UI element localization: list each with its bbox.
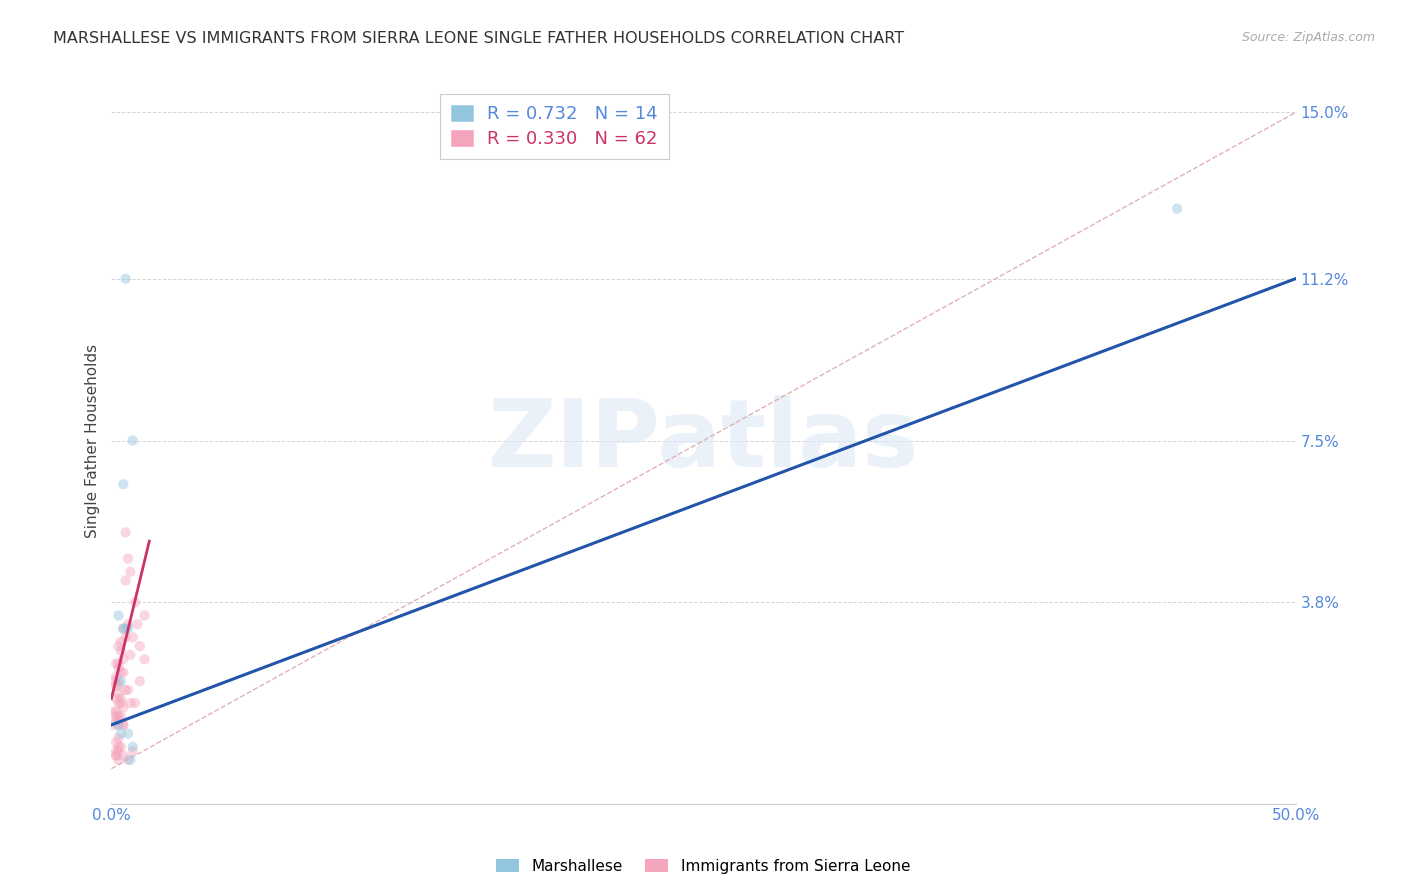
Point (117, 551, 139, 566)
Point (120, 648, 142, 662)
Point (105, 679, 128, 693)
Point (105, 670, 128, 684)
Point (134, 608, 156, 623)
Point (117, 682, 139, 697)
Point (105, 735, 128, 749)
Point (121, 739, 143, 754)
Point (112, 718, 135, 732)
Point (114, 682, 136, 697)
Point (127, 617, 149, 632)
Point (103, 705, 125, 719)
Point (128, 639, 150, 653)
Point (112, 622, 135, 636)
Y-axis label: Single Father Households: Single Father Households (86, 343, 100, 538)
Point (107, 608, 129, 623)
Text: MARSHALLESE VS IMMIGRANTS FROM SIERRA LEONE SINGLE FATHER HOUSEHOLDS CORRELATION: MARSHALLESE VS IMMIGRANTS FROM SIERRA LE… (53, 31, 904, 46)
Point (107, 696, 129, 710)
Point (107, 744, 129, 758)
Point (107, 661, 129, 675)
Point (110, 739, 132, 754)
Point (103, 718, 125, 732)
Point (120, 753, 142, 767)
Point (121, 434, 143, 448)
Point (105, 748, 128, 763)
Point (107, 657, 129, 671)
Point (105, 709, 128, 723)
Point (134, 652, 156, 666)
Point (107, 731, 129, 745)
Point (110, 709, 132, 723)
Point (112, 477, 135, 491)
Point (107, 714, 129, 728)
Point (107, 718, 129, 732)
Legend: R = 0.732   N = 14, R = 0.330   N = 62: R = 0.732 N = 14, R = 0.330 N = 62 (440, 94, 669, 159)
Point (110, 696, 132, 710)
Point (107, 739, 129, 754)
Point (110, 634, 132, 648)
Point (105, 691, 128, 706)
Legend: Marshallese, Immigrants from Sierra Leone: Marshallese, Immigrants from Sierra Leon… (489, 853, 917, 880)
Point (110, 643, 132, 657)
Point (107, 718, 129, 732)
Point (112, 700, 135, 714)
Point (128, 674, 150, 689)
Point (120, 565, 142, 579)
Point (110, 691, 132, 706)
Point (103, 674, 125, 689)
Point (107, 753, 129, 767)
Point (114, 622, 136, 636)
Point (110, 674, 132, 689)
Point (121, 631, 143, 645)
Point (107, 687, 129, 701)
Point (105, 705, 128, 719)
Point (105, 744, 128, 758)
Point (105, 748, 128, 763)
Point (112, 622, 135, 636)
Point (124, 696, 146, 710)
Point (110, 726, 132, 740)
Point (105, 657, 128, 671)
Point (110, 665, 132, 680)
Point (107, 709, 129, 723)
Point (117, 617, 139, 632)
Text: Source: ZipAtlas.com: Source: ZipAtlas.com (1241, 31, 1375, 45)
Text: ZIPatlas: ZIPatlas (488, 394, 920, 486)
Point (117, 726, 139, 740)
Point (112, 718, 135, 732)
Point (1166, 202, 1188, 216)
Point (112, 748, 135, 763)
Point (107, 674, 129, 689)
Point (114, 271, 136, 285)
Point (112, 665, 135, 680)
Point (114, 631, 136, 645)
Point (114, 525, 136, 540)
Point (117, 753, 139, 767)
Point (117, 622, 139, 636)
Point (124, 595, 146, 609)
Point (121, 744, 143, 758)
Point (105, 714, 128, 728)
Point (107, 679, 129, 693)
Point (107, 639, 129, 653)
Point (114, 574, 136, 588)
Point (120, 696, 142, 710)
Point (112, 652, 135, 666)
